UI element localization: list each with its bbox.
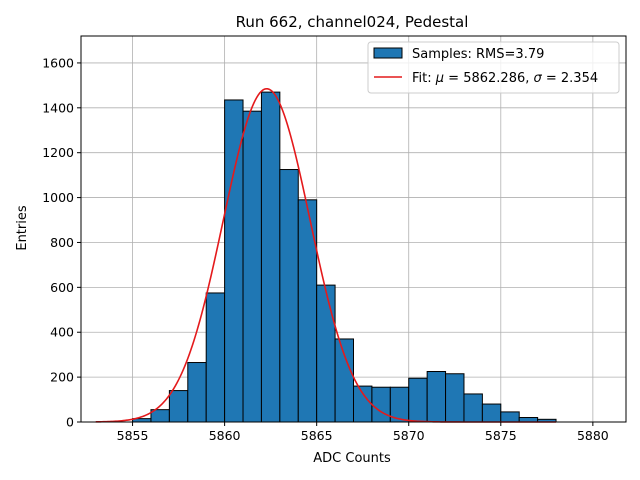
axes-layer: 5855 5860 5865 5870 5875 5880 0 200 400 600 800 100… (42, 35, 627, 443)
x-tick-label: 5860 (209, 428, 241, 443)
y-tick-label: 1400 (42, 100, 74, 115)
legend-samples-label: Samples: RMS=3.79 (412, 47, 544, 62)
y-tick-label: 0 (66, 415, 74, 430)
y-tick-label: 400 (50, 325, 74, 340)
legend-fit-label: Fit: μ = 5862.286, σ = 2.354 (412, 71, 598, 86)
histogram-bar (500, 411, 520, 423)
histogram-bar (408, 377, 428, 423)
grid-layer (81, 36, 626, 423)
y-tick-label: 1200 (42, 145, 74, 160)
legend-fit-prefix: Fit: (412, 71, 436, 86)
histogram-bar (463, 393, 483, 423)
histogram-bar (279, 169, 299, 423)
x-tick-label: 5865 (301, 428, 333, 443)
histogram-bar (260, 91, 281, 423)
histogram-bar (371, 386, 391, 423)
x-tick-label: 5855 (117, 428, 149, 443)
x-tick-label: 5875 (485, 428, 517, 443)
histogram-bar (242, 110, 262, 423)
histogram-bar (297, 199, 318, 423)
y-tick-label: 1000 (42, 190, 74, 205)
legend-fit-mu-value: = 5862.286, (444, 71, 533, 86)
bars-layer (132, 91, 557, 423)
histogram-bar (426, 371, 447, 423)
x-axis-title: ADC Counts (313, 451, 391, 466)
x-tick-label: 5870 (393, 428, 425, 443)
y-axis-title: Entries (15, 205, 30, 251)
y-tick-label: 200 (50, 370, 74, 385)
y-tick-label: 800 (50, 235, 74, 250)
y-tick-label: 600 (50, 280, 74, 295)
legend-fit-sigma-value: = 2.354 (542, 71, 598, 86)
histogram-bar (445, 373, 465, 423)
plot-frame (80, 35, 627, 423)
legend-box (367, 41, 620, 94)
histogram-bar (353, 385, 373, 423)
x-tick-label: 5880 (577, 428, 609, 443)
histogram-bar (205, 292, 226, 423)
histogram-bar (168, 390, 189, 423)
histogram-bar (187, 362, 207, 423)
legend-fit-mu-symbol: μ (435, 71, 444, 86)
legend: Samples: RMS=3.79 Fit: μ = 5862.286, σ =… (367, 41, 620, 94)
histogram-bar (334, 338, 354, 423)
legend-fit-sigma-symbol: σ (534, 71, 543, 86)
histogram-bar (481, 403, 502, 423)
chart-title: Run 662, channel024, Pedestal (236, 13, 469, 31)
legend-samples-swatch (373, 47, 403, 59)
y-tick-label: 1600 (42, 55, 74, 70)
histogram-bar (316, 284, 336, 423)
